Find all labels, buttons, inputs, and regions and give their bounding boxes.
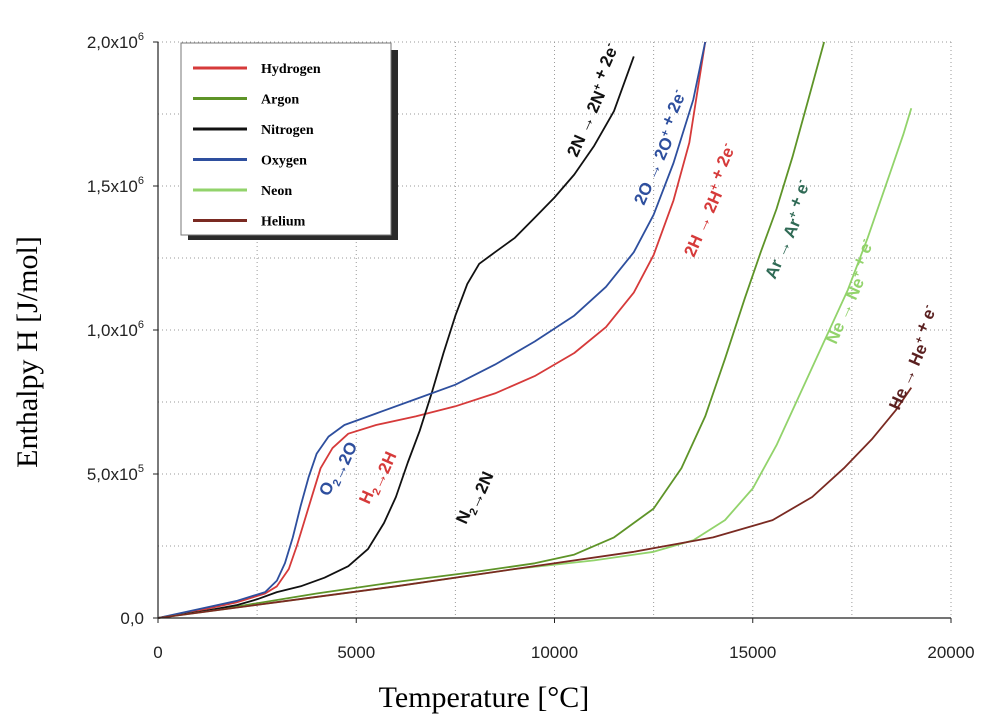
y-tick-label: 1,5x106 [87,175,144,196]
x-tick-label: 15000 [729,643,776,662]
legend-label-nitrogen: Nitrogen [261,123,314,138]
legend-label-hydrogen: Hydrogen [261,62,321,77]
reaction-label: N2→2N [452,467,497,529]
reaction-label: He → He+ + e- [878,302,947,413]
legend-label-argon: Argon [261,93,299,108]
legend-items: Hydrogen Argon Nitrogen Oxygen Neon Helium [193,62,321,230]
reaction-label: Ar → Ar+ + e- [754,177,821,282]
series-nitrogen [157,56,635,619]
x-tick-label: 10000 [531,643,578,662]
series-argon [157,41,825,619]
legend-label-oxygen: Oxygen [261,154,307,169]
y-tick-label: 2,0x106 [87,31,144,52]
reaction-label: Ne → Ne+ + e- [815,236,884,347]
x-tick-label: 0 [153,643,162,662]
y-axis-title: Enthalpy H [J/mol] [11,236,44,468]
series-oxygen [157,41,707,619]
legend: Hydrogen Argon Nitrogen Oxygen Neon Helium [180,42,398,240]
reaction-label: 2O → 2O+ + 2e- [623,87,697,208]
y-tick-label: 5,0x105 [87,463,144,484]
legend-box [180,42,392,236]
reaction-label: H2→2H [355,447,400,509]
x-tick-label: 20000 [927,643,974,662]
y-tick-label: 1,0x106 [87,319,144,340]
legend-label-neon: Neon [261,184,292,199]
series-layer [157,41,913,619]
series-helium [157,387,913,619]
legend-label-helium: Helium [261,215,306,230]
tick-labels: 0 5000 10000 15000 20000 0,0 5,0x105 1,0x106 1,5… [87,31,975,662]
y-tick-label: 0,0 [120,609,144,628]
x-tick-label: 5000 [337,643,375,662]
reaction-label: 2H → 2H+ + 2e- [673,140,746,259]
series-hydrogen [157,41,707,619]
x-axis-title: Temperature [°C] [379,681,590,714]
